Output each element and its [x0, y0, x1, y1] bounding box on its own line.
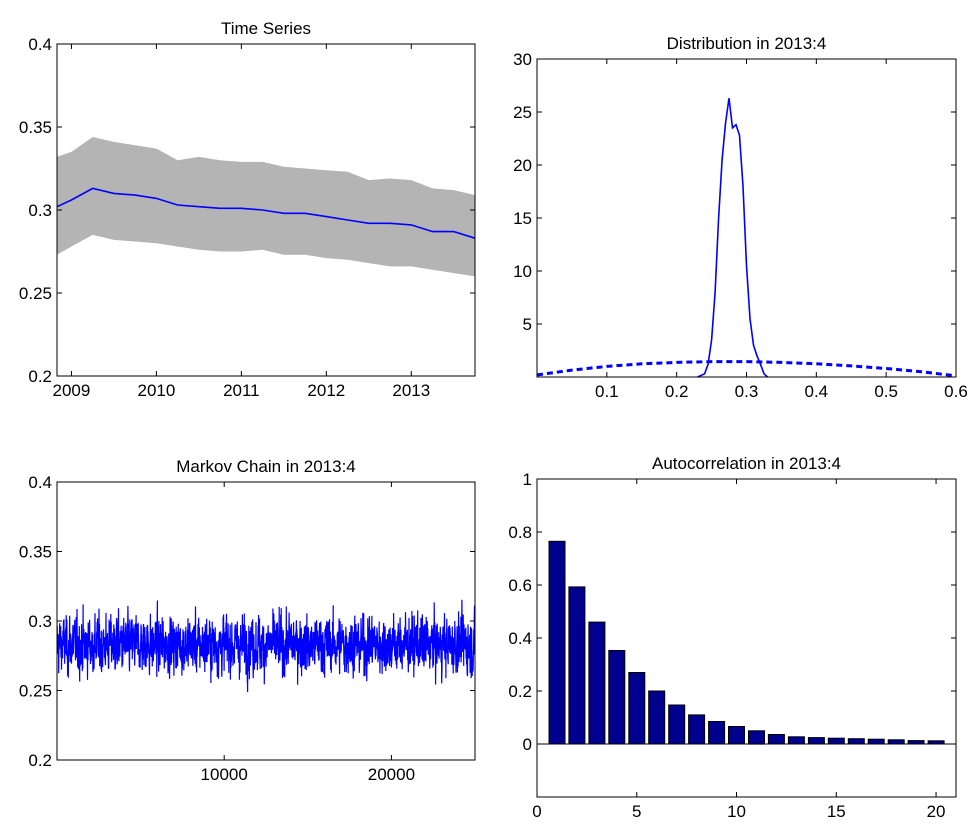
autocorrelation-bar	[589, 622, 605, 744]
autocorrelation-ytick-label: 0.2	[508, 682, 532, 701]
autocorrelation-bar	[908, 741, 924, 744]
autocorrelation-bar	[888, 740, 904, 744]
time-series-plot: Time Series 0.2 0.25 0.3 0.35 0.4 2009 2010 2011…	[19, 19, 475, 400]
autocorrelation-bar	[569, 587, 585, 744]
distribution-ytick-label: 5	[523, 315, 532, 334]
distribution-ytick-label: 25	[513, 103, 532, 122]
distribution-plot: Distribution in 2013:4 5 10 15 20 25 30 0.1 0.2 0…	[513, 34, 968, 401]
time-series-xtick-label: 2012	[307, 381, 345, 400]
time-series-ytick-label: 0.2	[28, 367, 52, 386]
time-series-ytick-label: 0.4	[28, 35, 52, 54]
markov-chain-title: Markov Chain in 2013:4	[176, 457, 356, 476]
autocorrelation-xtick-label: 10	[727, 802, 746, 821]
autocorrelation-bar	[629, 673, 645, 745]
markov-chain-xtick-label: 20000	[368, 765, 415, 784]
autocorrelation-title: Autocorrelation in 2013:4	[652, 454, 841, 473]
autocorrelation-bar	[729, 727, 745, 745]
markov-chain-plot: Markov Chain in 2013:4 0.2 0.25 0.3 0.35 0.4 1…	[19, 457, 475, 784]
autocorrelation-bar	[848, 739, 864, 744]
time-series-ytick-label: 0.3	[28, 201, 52, 220]
autocorrelation-bar	[689, 715, 705, 744]
markov-chain-xtick-label: 10000	[201, 765, 248, 784]
autocorrelation-ytick-label: 0.8	[508, 523, 532, 542]
autocorrelation-xtick-label: 0	[532, 802, 541, 821]
autocorrelation-bar	[649, 691, 665, 744]
autocorrelation-bar	[808, 738, 824, 744]
time-series-ytick-label: 0.35	[19, 118, 52, 137]
markov-chain-ytick-label: 0.35	[19, 543, 52, 562]
distribution-axes-frame	[537, 59, 956, 377]
distribution-ytick-label: 30	[513, 50, 532, 69]
autocorrelation-bar	[669, 705, 685, 744]
time-series-xtick-label: 2009	[53, 381, 91, 400]
markov-chain-ytick-label: 0.25	[19, 682, 52, 701]
time-series-ytick-label: 0.25	[19, 284, 52, 303]
time-series-title: Time Series	[221, 19, 311, 38]
autocorrelation-plot: Autocorrelation in 2013:400.20.40.60.810…	[508, 454, 956, 821]
autocorrelation-bar	[709, 722, 725, 745]
autocorrelation-xtick-label: 5	[632, 802, 641, 821]
markov-chain-ytick-label: 0.4	[28, 473, 52, 492]
autocorrelation-bar	[768, 735, 784, 745]
distribution-posterior-density-line	[698, 98, 768, 377]
autocorrelation-bar	[609, 651, 625, 745]
autocorrelation-bar	[549, 541, 565, 744]
autocorrelation-bar	[828, 738, 844, 744]
distribution-ytick-label: 10	[513, 262, 532, 281]
distribution-ytick-label: 15	[513, 209, 532, 228]
autocorrelation-ytick-label: 0.4	[508, 629, 532, 648]
time-series-xtick-label: 2011	[223, 381, 260, 400]
distribution-xtick-label: 0.1	[595, 382, 619, 401]
autocorrelation-xtick-label: 15	[827, 802, 846, 821]
distribution-xtick-label: 0.6	[944, 382, 968, 401]
autocorrelation-bar	[788, 737, 804, 744]
markov-chain-trace-line	[57, 600, 475, 692]
time-series-confidence-band	[57, 137, 475, 276]
markov-chain-ytick-label: 0.2	[28, 751, 52, 770]
autocorrelation-bar	[749, 731, 765, 744]
time-series-xtick-label: 2010	[137, 381, 175, 400]
distribution-xtick-label: 0.5	[874, 382, 898, 401]
autocorrelation-xtick-label: 20	[927, 802, 946, 821]
distribution-xtick-label: 0.3	[735, 382, 759, 401]
autocorrelation-ytick-label: 0.6	[508, 576, 532, 595]
distribution-title: Distribution in 2013:4	[667, 34, 827, 53]
autocorrelation-ytick-label: 1	[523, 470, 532, 489]
distribution-ytick-label: 20	[513, 156, 532, 175]
distribution-xtick-label: 0.4	[805, 382, 829, 401]
time-series-xtick-label: 2013	[392, 381, 430, 400]
autocorrelation-bar	[868, 739, 884, 744]
autocorrelation-ytick-label: 0	[523, 735, 532, 754]
distribution-xtick-label: 0.2	[665, 382, 689, 401]
markov-chain-ytick-label: 0.3	[28, 612, 52, 631]
